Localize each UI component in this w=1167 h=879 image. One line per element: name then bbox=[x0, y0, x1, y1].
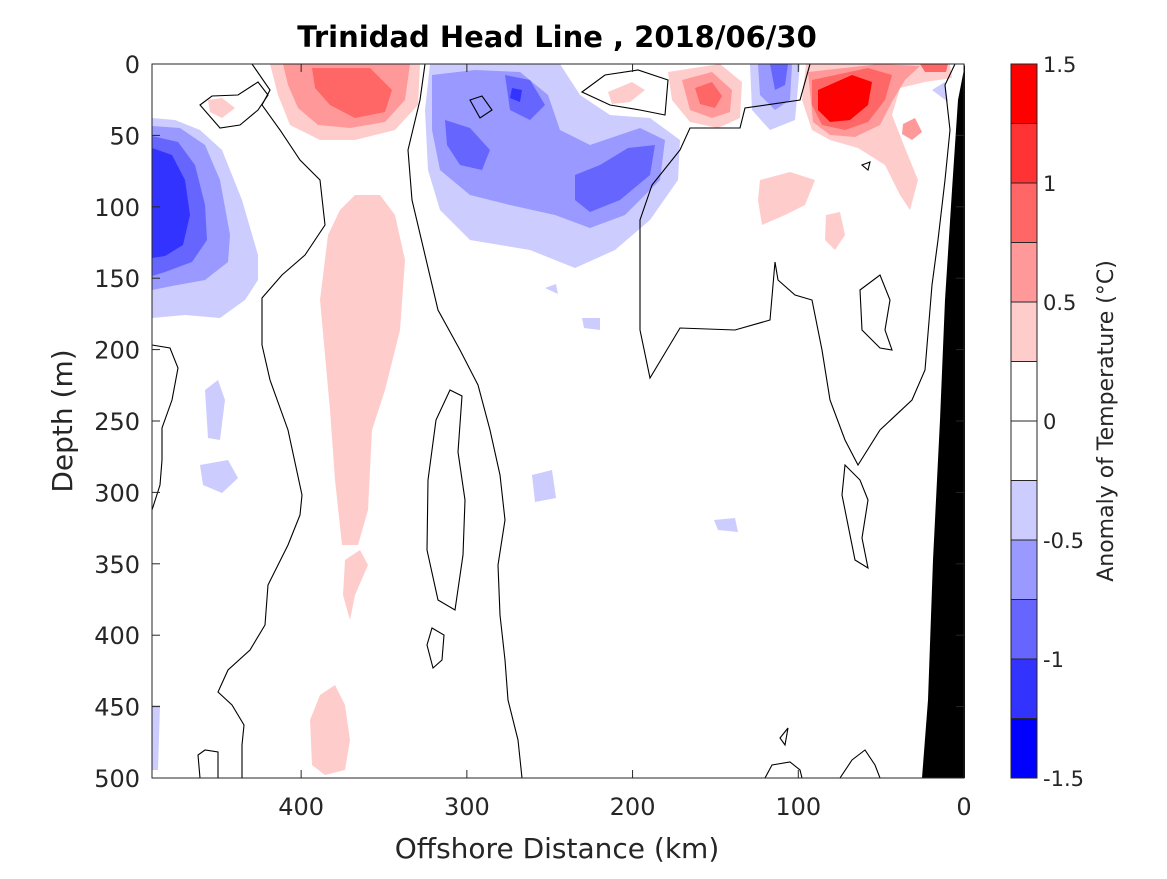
chart-title: Trinidad Head Line , 2018/06/30 bbox=[297, 20, 817, 54]
colorbar-tick-label: -1.5 bbox=[1043, 767, 1084, 791]
colorbar-segment bbox=[1011, 421, 1037, 481]
y-tick-label: 250 bbox=[94, 408, 140, 436]
colorbar-segment bbox=[1011, 659, 1037, 719]
colorbar-segment bbox=[1011, 599, 1037, 660]
zero-contour bbox=[839, 749, 881, 778]
colorbar-segment bbox=[1011, 242, 1037, 303]
zero-contour bbox=[841, 463, 869, 570]
y-tick-label: 450 bbox=[94, 694, 140, 722]
zero-contour bbox=[152, 344, 179, 511]
y-tick-label: 50 bbox=[109, 122, 140, 150]
colorbar-tick-label: -1 bbox=[1043, 648, 1064, 672]
y-tick-label: 300 bbox=[94, 479, 140, 507]
zero-contour bbox=[860, 161, 871, 171]
warm-anomaly-region bbox=[343, 550, 368, 620]
y-tick-label: 350 bbox=[94, 551, 140, 579]
warm-anomaly-region bbox=[825, 212, 845, 250]
y-tick-label: 150 bbox=[94, 265, 140, 293]
zero-contour bbox=[197, 749, 219, 778]
y-tick-label: 200 bbox=[94, 337, 140, 365]
y-tick-label: 500 bbox=[94, 765, 140, 793]
zero-contour-lines bbox=[152, 64, 956, 778]
zero-contour bbox=[199, 81, 269, 129]
cold-anomaly-region bbox=[205, 380, 225, 440]
warm-anomaly-region bbox=[310, 685, 350, 775]
x-tick-label: 300 bbox=[444, 793, 490, 821]
warm-anomaly-region bbox=[608, 82, 645, 104]
zero-contour bbox=[426, 389, 466, 611]
cold-anomaly-region bbox=[510, 88, 522, 102]
y-axis: 0 50 100 150 200 250 300 350 400 450 500 bbox=[94, 51, 964, 793]
cold-anomaly-region bbox=[152, 148, 190, 258]
warm-anomaly-region bbox=[818, 75, 872, 122]
colorbar-tick-label: 0 bbox=[1043, 410, 1056, 434]
cold-anomaly-region bbox=[545, 284, 558, 294]
colorbar-segment bbox=[1011, 540, 1037, 600]
zero-contour bbox=[469, 95, 493, 119]
cold-anomaly-region bbox=[152, 705, 160, 770]
cold-anomaly-region bbox=[445, 120, 490, 170]
y-axis-label: Depth (m) bbox=[46, 349, 79, 492]
colorbar-label: Anomaly of Temperature (°C) bbox=[1094, 260, 1119, 582]
colorbar-segment bbox=[1011, 183, 1037, 243]
warm-anomaly-region bbox=[758, 172, 815, 225]
colorbar-tick-label: 1 bbox=[1043, 172, 1056, 196]
zero-contour bbox=[426, 627, 445, 670]
cold-anomaly-region bbox=[200, 460, 238, 493]
colorbar-segment bbox=[1011, 302, 1037, 362]
cold-anomaly-region bbox=[505, 75, 545, 120]
cold-anomaly-region bbox=[582, 318, 600, 330]
warm-anomaly-region bbox=[920, 64, 948, 72]
colorbar: 1.5 1 0.5 0 -0.5 -1 -1.5 bbox=[1010, 53, 1084, 791]
cold-anomaly-region bbox=[532, 470, 556, 502]
zero-contour bbox=[779, 727, 789, 747]
cold-anomaly-region bbox=[932, 82, 948, 102]
warm-anomaly-region bbox=[312, 68, 392, 118]
warm-anomaly-region bbox=[695, 82, 722, 108]
zero-contour bbox=[764, 761, 803, 778]
colorbar-segment bbox=[1011, 718, 1037, 779]
x-tick-label: 200 bbox=[610, 793, 656, 821]
zero-contour bbox=[639, 64, 956, 467]
y-tick-label: 0 bbox=[125, 51, 140, 79]
warm-anomaly-region bbox=[320, 195, 405, 545]
colorbar-segment bbox=[1011, 123, 1037, 184]
colorbar-segment bbox=[1011, 64, 1037, 124]
zero-contour bbox=[217, 64, 326, 778]
colorbar-tick-label: 0.5 bbox=[1043, 291, 1076, 315]
y-tick-label: 400 bbox=[94, 622, 140, 650]
warm-anomaly-region bbox=[902, 118, 922, 140]
x-tick-label: 0 bbox=[956, 793, 971, 821]
colorbar-segment bbox=[1011, 480, 1037, 541]
cold-anomaly-region bbox=[714, 518, 738, 532]
seafloor-bathymetry bbox=[922, 64, 965, 778]
x-tick-label: 100 bbox=[775, 793, 821, 821]
x-tick-label: 400 bbox=[278, 793, 324, 821]
cold-anomaly-region bbox=[770, 64, 788, 90]
x-axis: 400 300 200 100 0 bbox=[278, 64, 972, 821]
cold-anomaly-region bbox=[575, 145, 655, 212]
anomaly-contours bbox=[152, 64, 952, 775]
y-tick-label: 100 bbox=[94, 194, 140, 222]
zero-contour bbox=[407, 64, 523, 778]
x-axis-label: Offshore Distance (km) bbox=[395, 832, 720, 865]
zero-contour bbox=[580, 69, 669, 116]
zero-contour bbox=[859, 274, 893, 351]
colorbar-tick-label: -0.5 bbox=[1043, 529, 1084, 553]
colorbar-tick-label: 1.5 bbox=[1043, 53, 1076, 77]
warm-anomaly-region bbox=[208, 98, 235, 118]
colorbar-segment bbox=[1011, 361, 1037, 422]
